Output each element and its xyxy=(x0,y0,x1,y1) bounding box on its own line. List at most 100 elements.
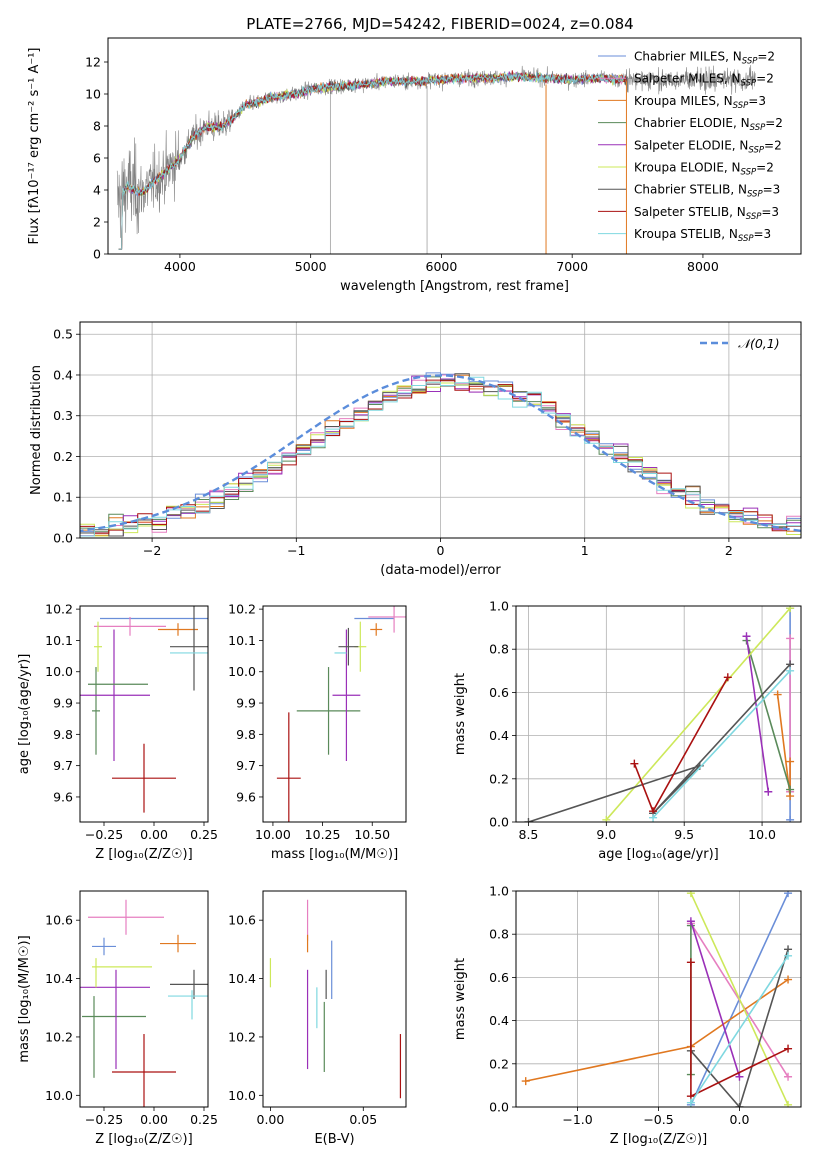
x-tick-label: 2 xyxy=(725,543,733,558)
x-tick-label: 5000 xyxy=(295,259,327,274)
legend-label-salpeter_miles: Salpeter MILES, NSSP=2 xyxy=(634,72,774,89)
weight-marker-chabrier_miles xyxy=(784,891,793,898)
panel-mass_vs_Z: −0.25 0.00 0.25 10.0 10.2 10.4 10.6 Z [log₁₀(Z/… xyxy=(17,890,218,1147)
y-tick-label: 10.0 xyxy=(45,1088,73,1103)
weight-marker-kroupa_stelib xyxy=(786,666,795,675)
legend-tail: =2 xyxy=(756,161,774,175)
legend-text: Kroupa MILES, N xyxy=(634,94,733,108)
weight-marker-salpeter_elodie xyxy=(742,632,751,641)
y-tick-label: 10.2 xyxy=(45,602,73,617)
weight-line-salpeter_elodie xyxy=(745,636,770,792)
weight-marker-chabrier_stelib xyxy=(735,1103,744,1107)
model-chabrier_miles xyxy=(118,72,628,250)
x-axis-label: Z [log₁₀(Z/Z☉)] xyxy=(95,1132,192,1147)
plot-area xyxy=(521,891,793,1107)
panel-weight_vs_Z: −1.0 −0.5 0.0 0.0 0.2 0.4 0.6 0.8 1.0 Z [log₁₀(Z/… xyxy=(453,884,802,1147)
weight-marker-salpeter_miles xyxy=(784,1072,793,1081)
axes-frame xyxy=(515,605,802,823)
legend-subscript: SSP xyxy=(750,123,766,133)
y-tick-label: 10.2 xyxy=(228,1029,256,1044)
weight-marker-kroupa_miles xyxy=(786,757,795,766)
axes-frame xyxy=(262,890,407,1108)
x-tick-label: 4000 xyxy=(164,259,196,274)
legend-label-kroupa_elodie: Kroupa ELODIE, NSSP=2 xyxy=(634,161,774,178)
legend-tail: =2 xyxy=(764,138,782,152)
y-axis-label: Normed distribution xyxy=(29,365,44,495)
y-tick-label: 10.6 xyxy=(45,913,73,928)
y-tick-label: 0.4 xyxy=(489,728,509,743)
y-tick-label: 9.8 xyxy=(236,727,256,742)
x-axis-label: Z [log₁₀(Z/Z☉)] xyxy=(610,1132,707,1147)
legend-text: Salpeter STELIB, N xyxy=(634,205,746,219)
legend-text: Salpeter MILES, N xyxy=(634,72,741,86)
x-tick-label: 9.5 xyxy=(674,827,694,842)
plot-area xyxy=(80,606,208,813)
axes-frame xyxy=(515,890,802,1108)
weight-marker-salpeter_stelib xyxy=(686,958,695,967)
legend-tail: =3 xyxy=(763,183,781,197)
x-tick-label: 6000 xyxy=(426,259,458,274)
y-tick-label: 10.4 xyxy=(45,971,73,986)
y-tick-label: 9.7 xyxy=(236,758,256,773)
x-tick-label: 8000 xyxy=(687,259,719,274)
weight-marker-kroupa_stelib xyxy=(649,813,658,822)
plot-area xyxy=(269,899,402,1099)
weight-line-salpeter_stelib xyxy=(633,676,729,814)
x-tick-label: −0.25 xyxy=(85,1112,123,1127)
weight-marker-chabrier_elodie xyxy=(786,785,795,794)
x-tick-label: 0.05 xyxy=(349,1112,377,1127)
y-tick-label: 9.6 xyxy=(53,789,73,804)
legend-tail: =3 xyxy=(754,227,772,241)
x-tick-label: −2 xyxy=(143,543,161,558)
x-tick-label: 0.00 xyxy=(140,1112,168,1127)
weight-marker-kroupa_elodie xyxy=(602,815,611,822)
weight-line-kroupa_elodie xyxy=(690,892,789,1106)
x-axis-label: age [log₁₀(age/yr)] xyxy=(598,847,719,862)
x-tick-label: 7000 xyxy=(556,259,588,274)
plots-layer: 4000 5000 6000 7000 8000024681012wavelength … xyxy=(17,37,802,1147)
legend-subscript: SSP xyxy=(741,79,757,89)
y-tick-label: 10.0 xyxy=(228,1088,256,1103)
model-chabrier_elodie xyxy=(118,71,628,250)
histogram-kroupa_stelib xyxy=(80,376,801,537)
y-tick-label: 10.1 xyxy=(228,633,256,648)
weight-marker-salpeter_elodie xyxy=(735,1072,744,1081)
axes-frame xyxy=(262,605,407,823)
panel-age_vs_mass: 10.00 10.25 10.50 9.6 9.7 9.8 9.9 10.0 10.1 10.2 m… xyxy=(228,602,407,862)
weight-marker-salpeter_stelib xyxy=(630,759,639,768)
legend-subscript: SSP xyxy=(741,168,757,178)
legend-subscript: SSP xyxy=(738,234,754,244)
legend-subscript: SSP xyxy=(742,57,758,67)
legend-label-chabrier_stelib: Chabrier STELIB, NSSP=3 xyxy=(634,183,780,200)
histogram-salpeter_stelib xyxy=(80,379,801,537)
y-tick-label: 0.0 xyxy=(489,1100,509,1115)
y-tick-label: 0.3 xyxy=(53,408,73,423)
weight-marker-kroupa_elodie xyxy=(784,1100,793,1107)
panel-mass_vs_EBV: 0.00 0.05 10.0 10.2 10.4 10.6 E(B-V) xyxy=(228,890,407,1147)
axes-frame xyxy=(107,37,802,255)
legend-tail: =2 xyxy=(756,72,774,86)
weight-line-kroupa_stelib xyxy=(690,955,789,1104)
weight-marker-kroupa_miles xyxy=(773,690,782,699)
y-tick-label: 0.0 xyxy=(53,531,73,546)
y-tick-label: 9.8 xyxy=(53,727,73,742)
y-tick-label: 1.0 xyxy=(489,599,509,614)
weight-marker-chabrier_miles xyxy=(786,815,795,822)
legend-text: Salpeter ELODIE, N xyxy=(634,138,748,152)
y-tick-label: 10 xyxy=(85,87,101,102)
legend-text: Chabrier STELIB, N xyxy=(634,183,747,197)
y-axis-label: mass weight xyxy=(453,673,468,755)
legend-subscript: SSP xyxy=(733,101,749,111)
y-tick-label: 6 xyxy=(93,151,101,166)
panel-age_vs_Z: −0.25 0.00 0.25 9.6 9.7 9.8 9.9 10.0 10.1 10.2 Z [… xyxy=(17,602,218,862)
legend-text: Chabrier MILES, N xyxy=(634,50,742,64)
panel-residuals: −2 −1 0 1 2 0.0 0.1 0.2 0.3 0.4 0.5 (data-model)/er… xyxy=(29,321,802,578)
model-salpeter_miles xyxy=(118,72,628,250)
x-axis-label: wavelength [Angstrom, rest frame] xyxy=(340,279,569,294)
y-tick-label: 0.0 xyxy=(489,815,509,830)
y-tick-label: 2 xyxy=(93,215,101,230)
y-tick-label: 10.2 xyxy=(45,1029,73,1044)
y-tick-label: 0.6 xyxy=(489,970,509,985)
x-tick-label: 0.0 xyxy=(730,1112,750,1127)
